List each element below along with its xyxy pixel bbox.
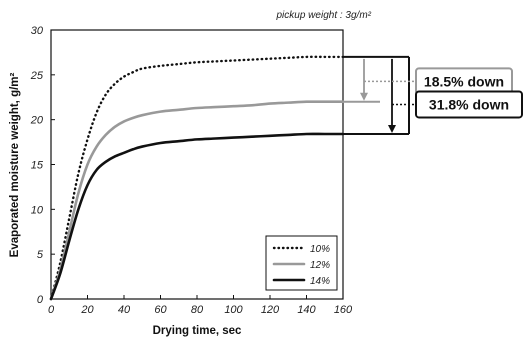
series-layer [49,55,345,301]
y-tick-label: 10 [31,204,44,216]
x-tick-label: 140 [297,304,316,316]
series-line-14-percent [49,132,345,301]
y-tick-label: 5 [37,249,44,261]
annotation-label-18: 18.5% down [424,73,504,89]
legend-label: 12% [310,260,330,271]
y-tick-label: 0 [37,294,44,306]
x-tick-label: 120 [261,304,280,316]
y-axis-label: Evaporated moisture weight, g/m² [9,72,21,257]
annotation-box-31 [415,90,523,119]
x-tick-label: 40 [118,304,131,316]
axis-ticks: 0 20 40 60 80 100 120 140 160 0 5 10 15 20 25 30 [30,25,353,316]
annotations: 18.5% down 31.8% down [343,55,523,136]
y-tick-label: 20 [30,115,44,127]
legend-label: 14% [310,276,330,287]
annotation-label-31: 31.8% down [429,96,509,112]
x-tick-label: 160 [334,304,353,316]
legend: 10% 12% 14% [265,235,338,291]
series-line-10-percent [49,55,345,301]
x-tick-label: 60 [154,304,167,316]
annotation-arrow-head-18 [360,92,368,101]
annotation-arrow-head-31 [388,125,396,134]
legend-label: 10% [310,244,330,255]
y-tick-label: 15 [31,160,44,172]
y-tick-label: 30 [31,25,44,37]
x-tick-label: 20 [80,304,94,316]
x-tick-label: 80 [191,304,204,316]
x-tick-label: 100 [224,304,243,316]
x-tick-label: 0 [48,304,55,316]
y-tick-label: 25 [30,70,44,82]
chart-note: pickup weight : 3g/m² [276,10,372,21]
series-line-12-percent [49,100,345,301]
x-axis-label: Drying time, sec [153,325,242,337]
